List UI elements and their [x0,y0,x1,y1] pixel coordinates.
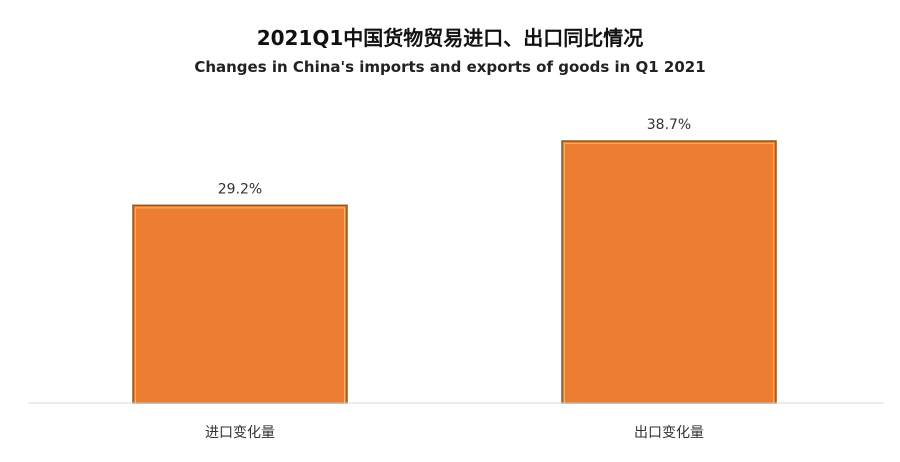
labels-layer: 29.2% 进口变化量 38.7% 出口变化量 [205,117,704,441]
bars-layer [132,140,777,404]
bar-exports [561,140,777,404]
bar-imports [132,204,348,404]
chart-subtitle: Changes in China's imports and exports o… [194,58,706,76]
bar-value-label: 38.7% [647,117,691,133]
chart-title: 2021Q1中国货物贸易进口、出口同比情况 [256,26,644,50]
bar-value-label: 29.2% [218,181,262,197]
x-tick-label: 出口变化量 [634,425,704,441]
x-tick-label: 进口变化量 [205,425,275,441]
